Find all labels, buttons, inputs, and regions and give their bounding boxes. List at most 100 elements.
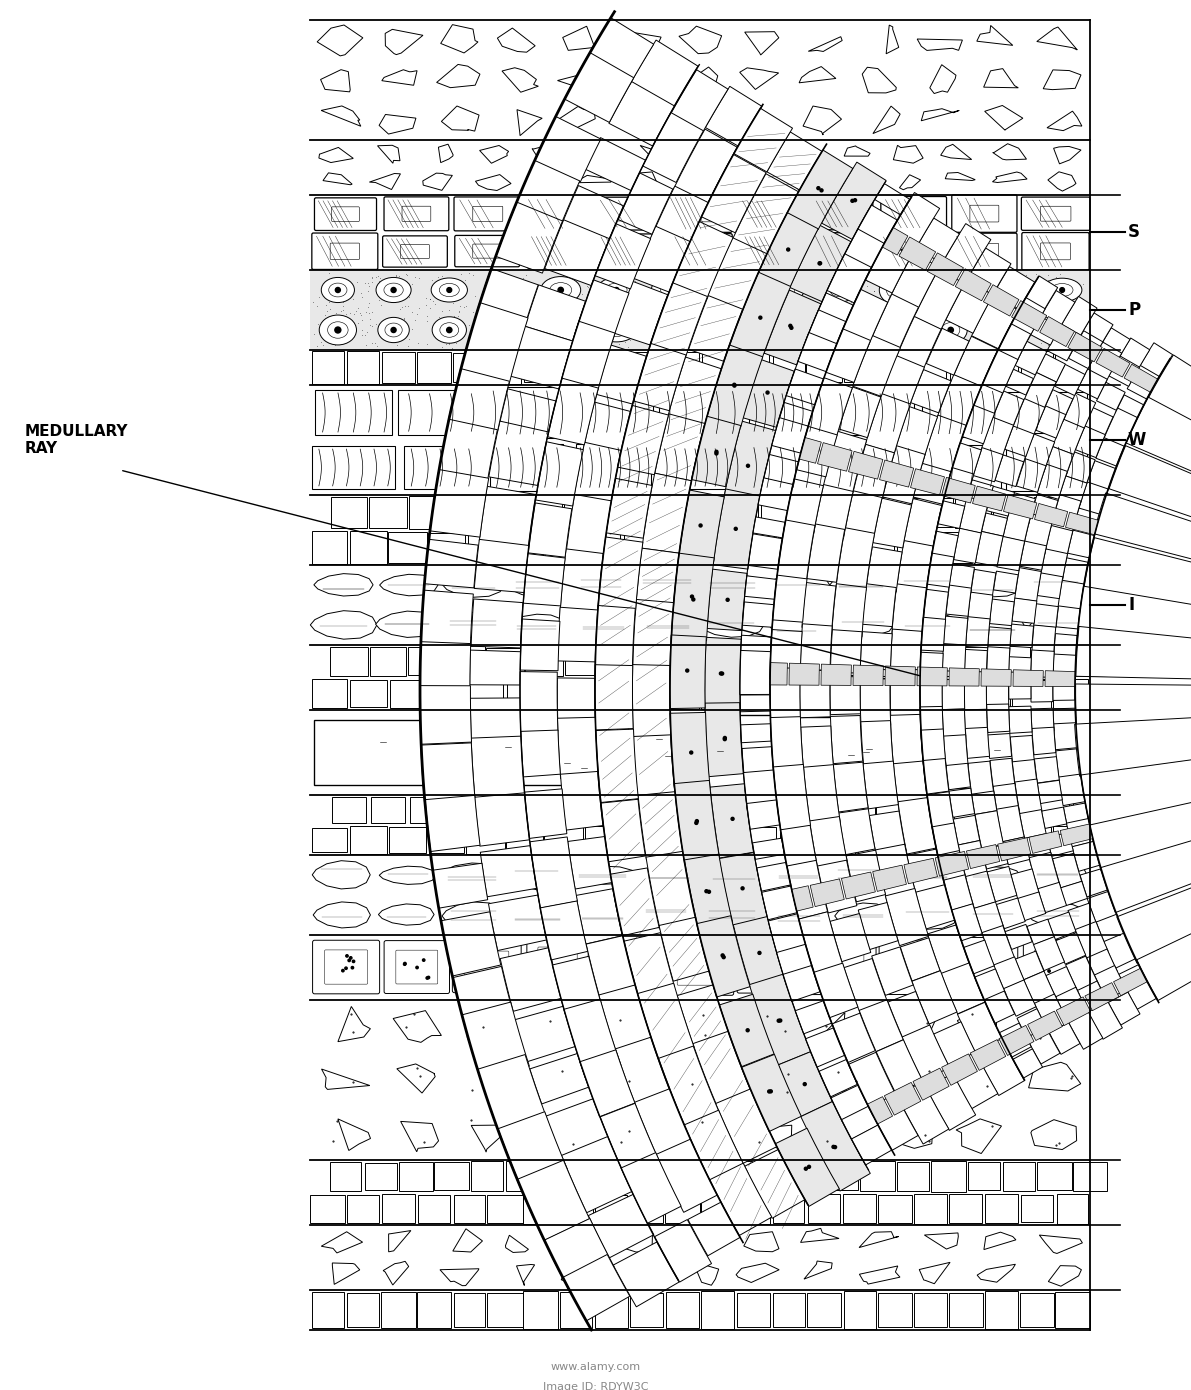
Point: [333, 291, 353, 313]
Polygon shape: [1053, 853, 1081, 888]
Point: [729, 263, 748, 285]
Point: [566, 275, 585, 297]
Point: [503, 318, 522, 341]
Polygon shape: [800, 624, 833, 670]
Bar: [350, 531, 387, 564]
FancyBboxPatch shape: [969, 206, 999, 222]
Polygon shape: [1066, 452, 1096, 484]
Point: [591, 310, 610, 332]
Polygon shape: [441, 25, 478, 53]
FancyBboxPatch shape: [899, 206, 928, 221]
Point: [746, 320, 765, 342]
FancyBboxPatch shape: [332, 207, 360, 221]
Point: [613, 322, 632, 345]
Polygon shape: [1055, 933, 1086, 965]
Bar: [624, 827, 659, 852]
Polygon shape: [927, 328, 969, 375]
Point: [462, 324, 481, 346]
Bar: [994, 646, 1030, 677]
Polygon shape: [704, 865, 763, 887]
Polygon shape: [943, 735, 968, 767]
Bar: [578, 1163, 610, 1190]
Polygon shape: [966, 617, 990, 648]
Polygon shape: [1011, 869, 1040, 901]
Polygon shape: [719, 994, 774, 1066]
Bar: [486, 388, 567, 438]
Bar: [643, 496, 679, 528]
Polygon shape: [788, 663, 819, 685]
Polygon shape: [990, 599, 1015, 626]
Circle shape: [1054, 976, 1056, 979]
Point: [916, 263, 935, 285]
Polygon shape: [736, 1264, 779, 1283]
Polygon shape: [650, 282, 707, 357]
Polygon shape: [732, 172, 767, 188]
Polygon shape: [1047, 111, 1081, 131]
Point: [316, 295, 335, 317]
Bar: [544, 680, 582, 708]
Point: [397, 313, 416, 335]
Bar: [382, 352, 416, 384]
Bar: [1054, 1291, 1090, 1329]
Circle shape: [762, 972, 765, 974]
Polygon shape: [860, 1266, 900, 1284]
Polygon shape: [1104, 409, 1137, 448]
Polygon shape: [1109, 992, 1140, 1024]
Point: [985, 313, 1004, 335]
Point: [351, 304, 370, 327]
Polygon shape: [423, 174, 453, 190]
Polygon shape: [744, 1150, 805, 1218]
Text: I: I: [1128, 596, 1134, 614]
Bar: [409, 496, 445, 528]
Point: [1031, 316, 1050, 338]
Polygon shape: [744, 1125, 792, 1148]
Polygon shape: [790, 225, 850, 302]
Circle shape: [557, 327, 563, 332]
Bar: [701, 678, 737, 709]
FancyBboxPatch shape: [526, 935, 588, 998]
Point: [955, 303, 974, 325]
Point: [358, 279, 378, 302]
Bar: [566, 796, 600, 823]
Circle shape: [787, 247, 790, 252]
Polygon shape: [634, 227, 690, 292]
Bar: [1055, 350, 1090, 384]
Point: [704, 307, 723, 329]
FancyBboxPatch shape: [594, 197, 665, 229]
Point: [740, 300, 759, 322]
Point: [449, 300, 468, 322]
Polygon shape: [1028, 1011, 1062, 1041]
Polygon shape: [557, 607, 598, 662]
Polygon shape: [610, 867, 659, 935]
Circle shape: [892, 288, 898, 293]
Text: W: W: [1128, 431, 1147, 449]
Polygon shape: [992, 172, 1027, 182]
Polygon shape: [937, 500, 965, 528]
Bar: [523, 1193, 557, 1225]
Point: [524, 286, 543, 309]
Polygon shape: [1064, 393, 1096, 428]
Polygon shape: [1061, 296, 1097, 336]
Point: [1061, 318, 1080, 341]
Point: [1012, 321, 1031, 343]
Polygon shape: [679, 491, 724, 562]
Point: [756, 318, 775, 341]
Circle shape: [335, 327, 341, 334]
Point: [707, 317, 727, 339]
Polygon shape: [819, 1115, 859, 1147]
Polygon shape: [569, 866, 636, 884]
Polygon shape: [822, 163, 886, 239]
Polygon shape: [921, 673, 942, 712]
Polygon shape: [503, 68, 538, 92]
Point: [578, 292, 597, 314]
Circle shape: [732, 384, 736, 386]
Polygon shape: [946, 763, 971, 790]
Point: [1033, 313, 1052, 335]
Point: [1039, 264, 1058, 286]
Polygon shape: [441, 912, 500, 976]
Point: [786, 278, 805, 300]
Point: [931, 297, 950, 320]
Polygon shape: [420, 685, 472, 744]
Point: [858, 275, 877, 297]
Polygon shape: [1005, 924, 1033, 949]
